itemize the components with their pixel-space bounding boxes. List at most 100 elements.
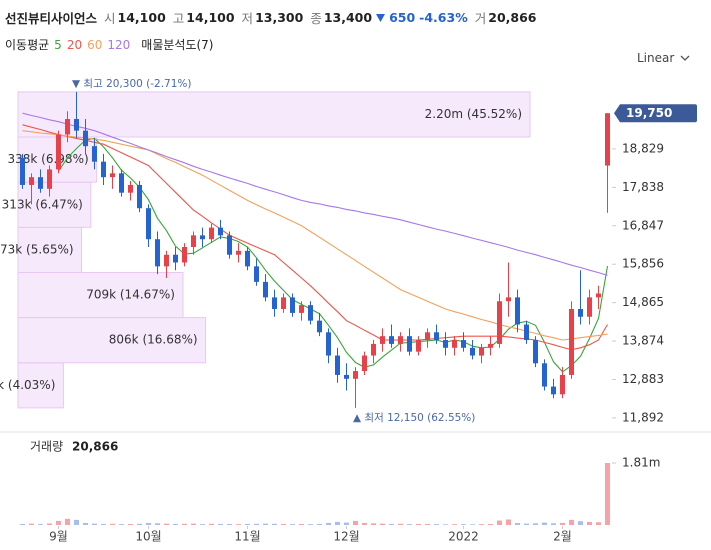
chevron	[680, 55, 690, 61]
ma-line	[22, 112, 608, 276]
value: 13,300	[255, 10, 304, 25]
volume-bar	[101, 523, 106, 525]
candle-body	[20, 157, 25, 185]
volume-bar	[56, 520, 61, 525]
volume-bar	[236, 524, 241, 525]
candle-body	[272, 297, 277, 310]
candle-body	[38, 177, 43, 189]
legend-entry: 5	[54, 37, 62, 52]
candle-body	[488, 343, 493, 348]
candle-body	[119, 173, 124, 193]
volume-title: 거래량	[30, 440, 63, 454]
volume-bar	[434, 524, 439, 525]
volume-bar	[497, 520, 502, 525]
volume-bar	[29, 523, 34, 525]
volume-bar	[326, 522, 331, 525]
candle-body	[524, 324, 529, 341]
value: 14,100	[186, 10, 235, 25]
volume-bar	[191, 523, 196, 525]
candle-body	[515, 297, 520, 325]
x-tick-label: 2022	[448, 530, 479, 544]
candle-body	[362, 355, 367, 372]
label: 저	[241, 11, 254, 26]
value: 14,100	[117, 10, 166, 25]
y-tick-label: 17,838	[622, 180, 664, 194]
volume-bar	[182, 523, 187, 525]
candle-body	[83, 130, 88, 147]
volume-bar	[470, 524, 475, 525]
y-tick-label: 13,874	[622, 334, 664, 348]
value: 20,866	[488, 10, 537, 25]
candle-body	[416, 340, 421, 352]
volume-bar	[524, 523, 529, 525]
candle-body	[542, 363, 547, 387]
volume-bar	[47, 523, 52, 525]
y-tick-label: 15,856	[622, 257, 664, 271]
candle-body	[587, 297, 592, 317]
candle-body	[299, 305, 304, 313]
candle-body	[191, 235, 196, 247]
down-arrow	[376, 13, 386, 22]
volume-bar	[218, 523, 223, 525]
volume-bar	[335, 521, 340, 525]
volume-bar	[551, 523, 556, 525]
scale-menu[interactable]: Linear	[637, 51, 690, 65]
y-tick-label: 16,847	[622, 218, 664, 232]
label: 거	[474, 11, 487, 26]
candle-body	[380, 336, 385, 344]
label: 종	[310, 11, 322, 26]
x-tick-label: 2월	[553, 530, 572, 544]
legend-entry: 매물분석도(7)	[141, 38, 214, 52]
candle-body	[263, 281, 268, 298]
candle-body	[596, 293, 601, 298]
y-tick-label: 12,883	[622, 372, 664, 386]
candle-body	[47, 169, 52, 189]
price-tag-label: 19,750	[626, 106, 672, 120]
candle-body	[245, 250, 250, 267]
change-pct: -4.63%	[419, 10, 468, 25]
change: 650	[389, 10, 416, 25]
ma-line	[22, 124, 608, 351]
y-tick-label: 1.81m	[622, 456, 660, 470]
candle-body	[335, 355, 340, 375]
volume-bar	[344, 522, 349, 525]
candle-body	[173, 254, 178, 263]
candle-body	[497, 301, 502, 344]
profile-bar	[17, 181, 92, 228]
volume-bar	[200, 524, 205, 525]
volume-bar	[209, 523, 214, 525]
legend-entry: 60	[87, 37, 103, 52]
candle-body	[200, 235, 205, 240]
scale-label: Linear	[637, 51, 675, 65]
volume-bar	[308, 524, 313, 525]
candle-body	[56, 134, 61, 170]
volume-bar	[272, 523, 277, 525]
candle-body	[209, 227, 214, 240]
candle-body	[479, 347, 484, 356]
volume-bar	[398, 523, 403, 525]
volume-bar	[290, 524, 295, 525]
legend-title: 이동평균	[5, 38, 50, 52]
candle-body	[506, 297, 511, 302]
profile-label: 313k (6.47%)	[2, 197, 83, 211]
volume-bar	[155, 523, 160, 525]
volume-bar	[389, 523, 394, 525]
volume-bar	[425, 523, 430, 525]
candle-body	[605, 113, 610, 166]
volume-bar	[299, 523, 304, 525]
volume-value: 20,866	[72, 440, 118, 454]
ma-line	[22, 130, 608, 341]
profile-label: 806k (16.68%)	[109, 333, 198, 347]
legend-entry: 20	[66, 37, 83, 52]
x-tick-label: 10월	[135, 530, 161, 544]
volume-bar	[533, 523, 538, 525]
candle-body	[182, 246, 187, 263]
volume-bar	[362, 522, 367, 525]
volume-bar	[146, 522, 151, 525]
profile-label: 709k (14.67%)	[86, 288, 175, 302]
candle-body	[443, 340, 448, 348]
candle-body	[281, 297, 286, 310]
volume-bar	[596, 522, 601, 525]
profile-bar	[17, 362, 64, 409]
